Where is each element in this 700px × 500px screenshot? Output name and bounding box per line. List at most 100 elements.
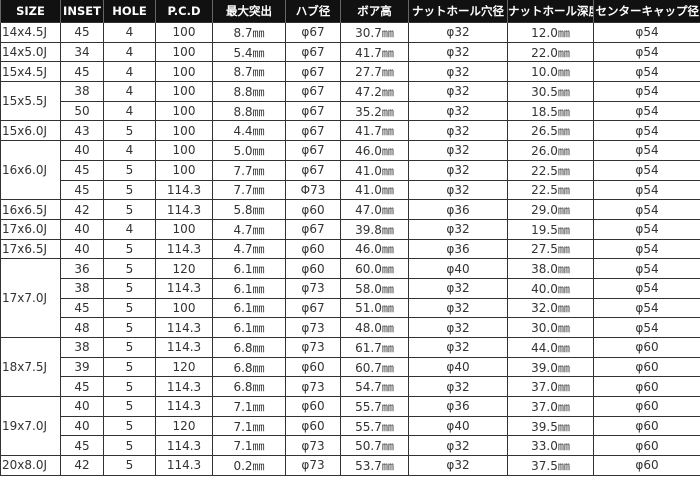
header-nut-hole-diameter: ナットホール穴径 — [408, 0, 508, 23]
table-row: 17x7.0J 36 5 120 6.1㎜ φ60 60.0㎜ φ40 38.0㎜ φ54 — [0, 258, 700, 338]
cell-hole: 5 — [103, 199, 156, 220]
cell-size: 18x7.5J — [0, 336, 61, 398]
cell-nut-hole-depth: 38.0㎜ — [507, 258, 594, 279]
cell-hole: 5 — [103, 376, 156, 398]
cell-nut-hole-diameter: φ32 — [408, 61, 508, 83]
cell-inset: 34 — [60, 41, 104, 63]
table-row: 18x7.5J 38 5 114.3 6.8㎜ φ73 61.7㎜ φ32 44.0㎜ φ60 — [0, 336, 700, 398]
cell-max-protrusion: 6.1㎜ — [212, 317, 286, 338]
cell-inset: 45 — [60, 61, 104, 83]
table-row: 45 5 114.3 7.7㎜ Φ73 41.0㎜ φ32 22.5㎜ φ54 — [1, 179, 700, 201]
cell-hub-diameter: φ60 — [285, 199, 341, 220]
cell-bore-height: 61.7㎜ — [340, 337, 409, 358]
table-row: 38 5 114.3 6.1㎜ φ73 58.0㎜ φ32 40.0㎜ φ54 — [1, 277, 700, 299]
cell-nut-hole-depth: 37.5㎜ — [507, 455, 594, 476]
cell-inset: 42 — [60, 455, 104, 476]
cell-nut-hole-depth: 26.5㎜ — [507, 120, 594, 142]
cell-max-protrusion: 7.7㎜ — [212, 159, 286, 181]
cell-bore-height: 30.7㎜ — [340, 22, 409, 43]
cell-pcd: 120 — [155, 415, 213, 437]
cell-center-cap-diameter: φ54 — [593, 22, 700, 43]
cell-pcd: 100 — [155, 159, 213, 181]
cell-center-cap-diameter: φ54 — [593, 277, 700, 299]
cell-max-protrusion: 5.0㎜ — [212, 140, 286, 161]
cell-inset: 48 — [60, 317, 104, 338]
cell-hub-diameter: φ67 — [285, 61, 341, 83]
cell-nut-hole-diameter: φ32 — [408, 22, 508, 43]
cell-bore-height: 41.7㎜ — [340, 41, 409, 63]
cell-pcd: 100 — [155, 100, 213, 122]
cell-center-cap-diameter: φ54 — [593, 199, 700, 220]
cell-inset: 45 — [60, 22, 104, 43]
cell-nut-hole-diameter: φ32 — [408, 376, 508, 398]
table-row: 15x6.0J 43 5 100 4.4㎜ φ67 41.7㎜ φ32 26.5㎜ φ54 — [0, 120, 700, 142]
table-row: 16x6.0J 40 4 100 5.0㎜ φ67 46.0㎜ φ32 26.0㎜ φ54 — [0, 140, 700, 201]
table-row: 45 5 100 6.1㎜ φ67 51.0㎜ φ32 32.0㎜ φ54 — [1, 297, 700, 319]
cell-nut-hole-depth: 10.0㎜ — [507, 61, 594, 83]
cell-nut-hole-depth: 37.0㎜ — [507, 376, 594, 398]
table-row: 45 5 114.3 6.8㎜ φ73 54.7㎜ φ32 37.0㎜ φ60 — [1, 376, 700, 398]
cell-max-protrusion: 7.7㎜ — [212, 179, 286, 201]
cell-hole: 5 — [103, 435, 156, 457]
cell-pcd: 114.3 — [155, 179, 213, 201]
header-center-cap-diameter: センターキャップ径 — [593, 0, 700, 23]
cell-pcd: 100 — [155, 140, 213, 161]
header-max-protrusion: 最大突出 — [212, 0, 286, 23]
cell-nut-hole-diameter: φ36 — [408, 396, 508, 417]
cell-size: 15x5.5J — [0, 81, 61, 122]
cell-hole: 5 — [103, 297, 156, 319]
cell-hole: 5 — [103, 238, 156, 260]
cell-max-protrusion: 6.1㎜ — [212, 297, 286, 319]
cell-nut-hole-diameter: φ32 — [408, 455, 508, 476]
cell-center-cap-diameter: φ60 — [593, 356, 700, 378]
cell-max-protrusion: 0.2㎜ — [212, 455, 286, 476]
cell-inset: 50 — [60, 100, 104, 122]
cell-nut-hole-depth: 33.0㎜ — [507, 435, 594, 457]
wheel-spec-table: SIZE INSET HOLE P.C.D 最大突出 ハブ径 ボア高 ナットホール穴径 ナットホ… — [0, 0, 700, 476]
cell-hole: 5 — [103, 396, 156, 417]
header-hole: HOLE — [103, 0, 156, 23]
cell-inset: 43 — [60, 120, 104, 142]
cell-nut-hole-diameter: φ32 — [408, 435, 508, 457]
cell-hub-diameter: φ73 — [285, 337, 341, 358]
cell-center-cap-diameter: φ54 — [593, 120, 700, 142]
cell-bore-height: 60.0㎜ — [340, 258, 409, 279]
cell-size: 14x4.5J — [0, 22, 61, 43]
cell-center-cap-diameter: φ60 — [593, 415, 700, 437]
cell-nut-hole-diameter: φ32 — [408, 120, 508, 142]
cell-nut-hole-depth: 18.5㎜ — [507, 100, 594, 122]
cell-size: 19x7.0J — [0, 396, 61, 457]
cell-nut-hole-depth: 44.0㎜ — [507, 337, 594, 358]
cell-pcd: 100 — [155, 297, 213, 319]
table-row: 17x6.0J 40 4 100 4.7㎜ φ67 39.8㎜ φ32 19.5㎜ φ54 — [0, 218, 700, 240]
cell-nut-hole-depth: 30.0㎜ — [507, 317, 594, 338]
cell-hub-diameter: φ73 — [285, 317, 341, 338]
cell-inset: 45 — [60, 159, 104, 181]
cell-inset: 45 — [60, 435, 104, 457]
cell-size: 20x8.0J — [0, 455, 61, 476]
cell-hole: 5 — [103, 317, 156, 338]
cell-nut-hole-depth: 40.0㎜ — [507, 277, 594, 299]
cell-center-cap-diameter: φ60 — [593, 337, 700, 358]
cell-nut-hole-diameter: φ32 — [408, 337, 508, 358]
cell-hole: 5 — [103, 455, 156, 476]
cell-hub-diameter: φ60 — [285, 415, 341, 437]
cell-center-cap-diameter: φ54 — [593, 238, 700, 260]
cell-bore-height: 51.0㎜ — [340, 297, 409, 319]
cell-pcd: 100 — [155, 41, 213, 63]
table-row: 39 5 120 6.8㎜ φ60 60.7㎜ φ40 39.0㎜ φ60 — [1, 356, 700, 378]
cell-pcd: 114.3 — [155, 376, 213, 398]
table-row: 50 4 100 8.8㎜ φ67 35.2㎜ φ32 18.5㎜ φ54 — [1, 100, 700, 122]
cell-hub-diameter: φ67 — [285, 218, 341, 240]
cell-bore-height: 54.7㎜ — [340, 376, 409, 398]
cell-max-protrusion: 7.1㎜ — [212, 435, 286, 457]
cell-center-cap-diameter: φ60 — [593, 396, 700, 417]
cell-size: 15x4.5J — [0, 61, 61, 83]
cell-bore-height: 55.7㎜ — [340, 415, 409, 437]
cell-nut-hole-diameter: φ32 — [408, 81, 508, 102]
cell-nut-hole-diameter: φ40 — [408, 258, 508, 279]
header-row: SIZE INSET HOLE P.C.D 最大突出 ハブ径 ボア高 ナットホール穴径 ナットホ… — [0, 0, 700, 23]
cell-pcd: 114.3 — [155, 199, 213, 220]
cell-nut-hole-depth: 27.5㎜ — [507, 238, 594, 260]
cell-bore-height: 41.0㎜ — [340, 179, 409, 201]
